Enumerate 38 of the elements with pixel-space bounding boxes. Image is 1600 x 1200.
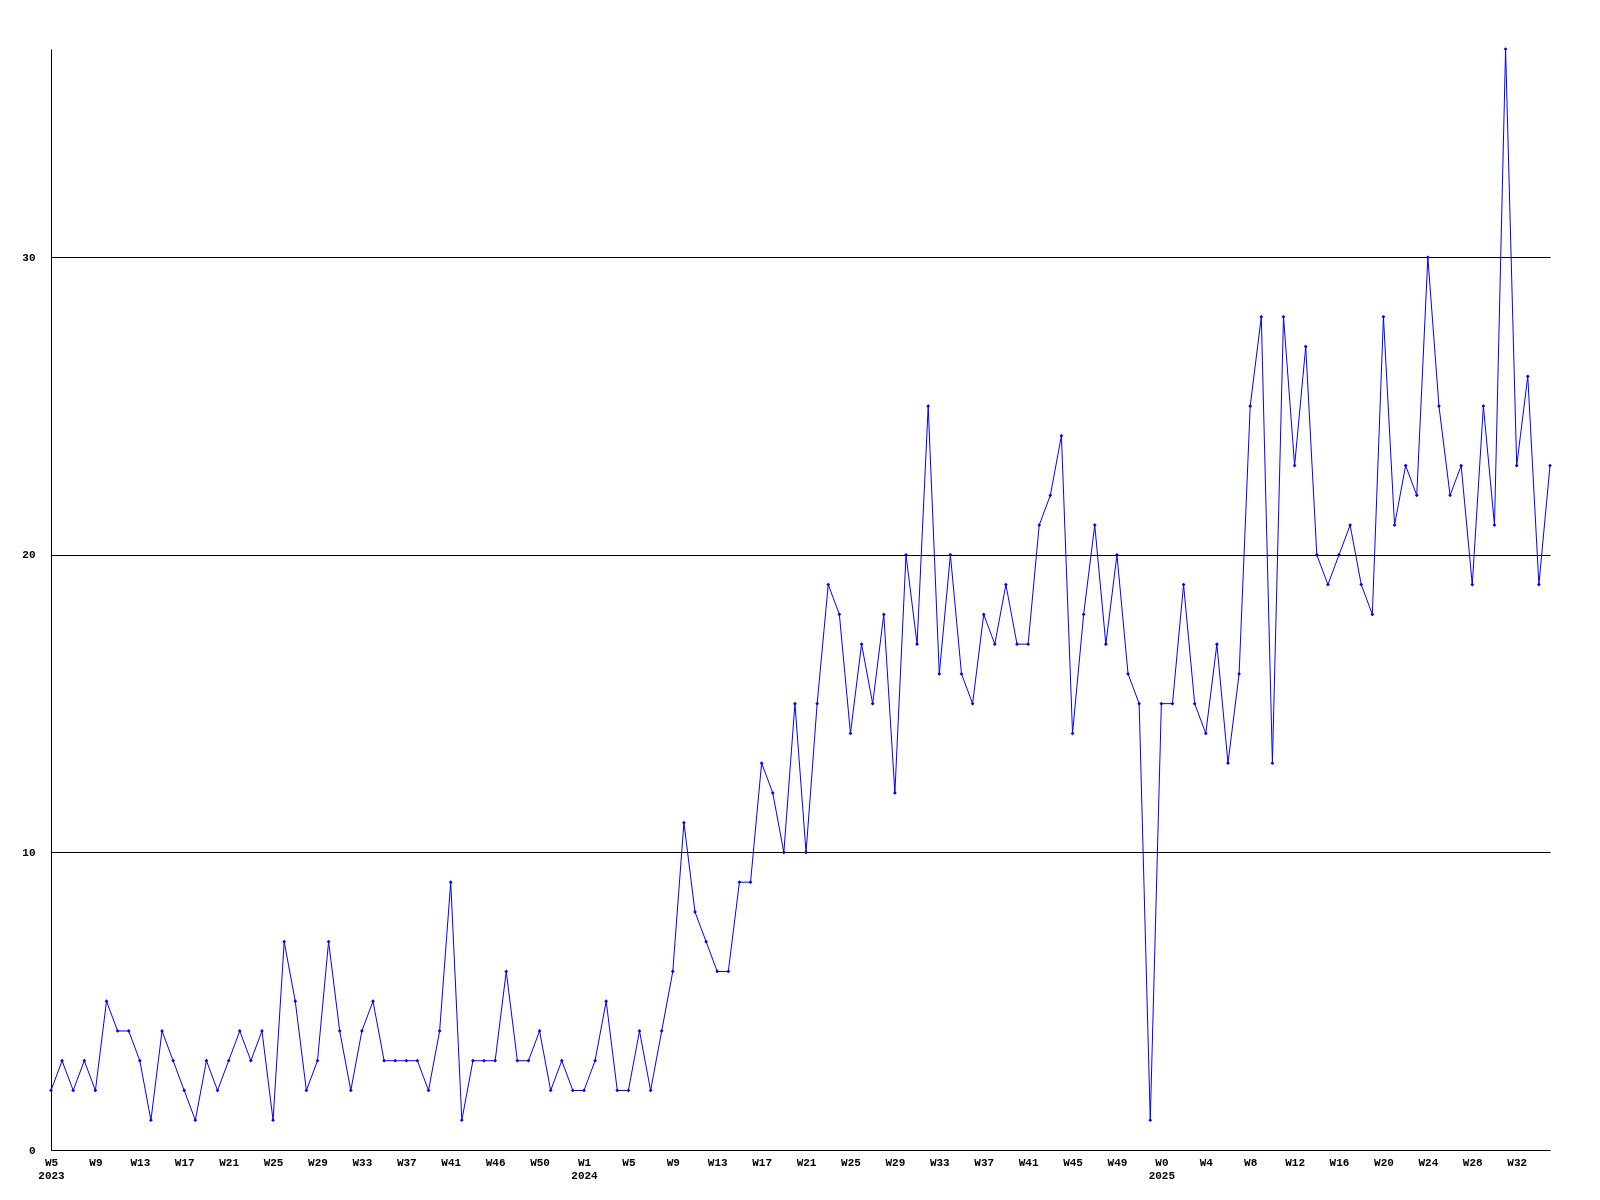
- y-tick-label: 30: [22, 251, 36, 264]
- x-tick-label: W41: [441, 1156, 462, 1169]
- x-tick-label: W29: [885, 1156, 906, 1169]
- x-tick-label: W9: [89, 1156, 103, 1169]
- x-tick-label: W29: [308, 1156, 328, 1169]
- x-tick-label: W28: [1462, 1156, 1484, 1169]
- x-tick-label: W32: [1507, 1156, 1528, 1169]
- x-tick-label: W25: [263, 1156, 284, 1169]
- x-tick-label: W8: [1244, 1156, 1258, 1169]
- x-tick-label: W5: [622, 1156, 636, 1169]
- x-tick-label: W20: [1374, 1156, 1394, 1169]
- x-tick-label: W17: [752, 1156, 773, 1169]
- x-tick-label: W4: [1199, 1156, 1214, 1169]
- x-tick-label: W33: [929, 1156, 951, 1169]
- x-tick-label: W46: [485, 1156, 506, 1169]
- x-tick-label: W13: [707, 1156, 729, 1169]
- x-tick-label: W5 2023: [38, 1156, 66, 1182]
- x-tick-label: W1 2024: [571, 1156, 599, 1182]
- x-tick-label: W16: [1329, 1156, 1350, 1169]
- x-tick-label: W21: [796, 1156, 817, 1169]
- x-tick-label: W12: [1285, 1156, 1306, 1169]
- x-tick-label: W37: [974, 1156, 995, 1169]
- x-tick-label: W37: [396, 1156, 417, 1169]
- x-tick-label: W13: [130, 1156, 151, 1169]
- x-tick-label: W41: [1018, 1156, 1039, 1169]
- x-tick-label: W9: [666, 1156, 680, 1169]
- x-tick-label: W0 2025: [1148, 1156, 1176, 1182]
- y-tick-label: 20: [22, 549, 36, 562]
- x-tick-label: W50: [530, 1156, 550, 1169]
- y-tick-label: 10: [22, 846, 36, 859]
- y-tick-label: 0: [28, 1144, 36, 1157]
- x-tick-label: W24: [1418, 1156, 1439, 1169]
- x-tick-label: W25: [841, 1156, 862, 1169]
- x-tick-label: W49: [1107, 1156, 1128, 1169]
- x-tick-label: W17: [174, 1156, 195, 1169]
- x-tick-label: W33: [352, 1156, 373, 1169]
- x-tick-label: W45: [1063, 1156, 1084, 1169]
- x-tick-label: W21: [219, 1156, 240, 1169]
